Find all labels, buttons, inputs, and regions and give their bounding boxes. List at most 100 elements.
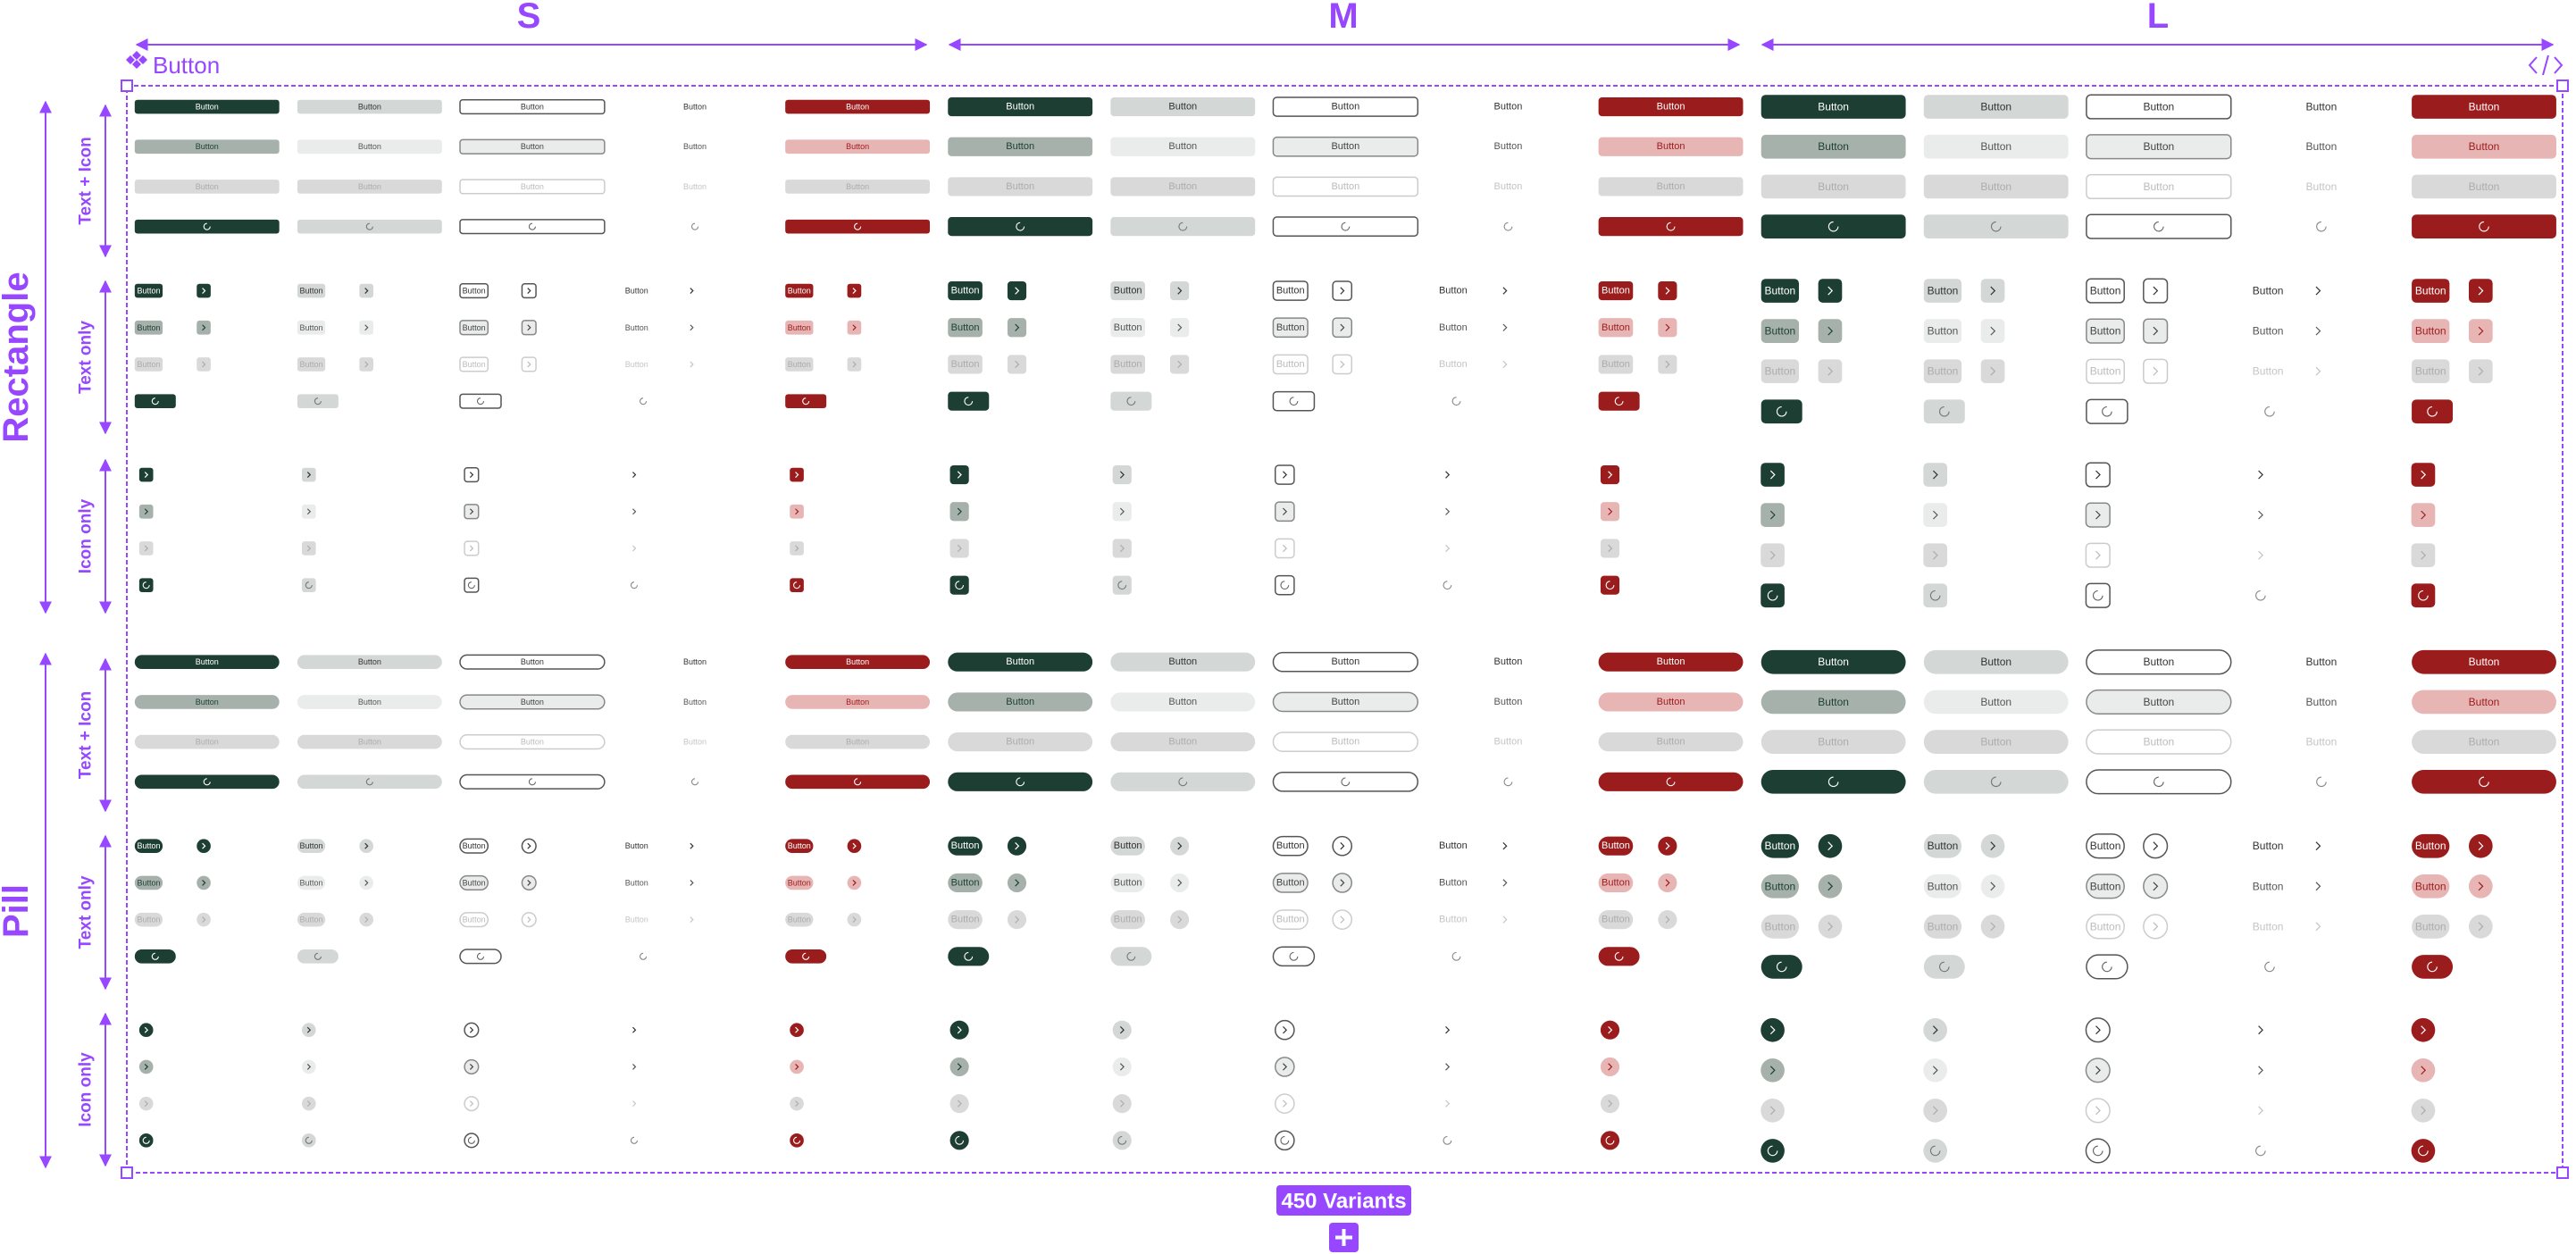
- button-body: [1598, 280, 1634, 301]
- spinner-icon: [142, 1136, 150, 1144]
- spinner-icon: [1126, 951, 1136, 961]
- button: Button: [683, 182, 707, 191]
- button-body: [1761, 279, 1800, 303]
- button-body: [2411, 1139, 2436, 1163]
- button: Button: [625, 915, 648, 924]
- button-label: Button: [625, 841, 648, 850]
- button-body: [459, 773, 606, 790]
- button-body: [1923, 399, 1965, 424]
- button: [2086, 769, 2232, 795]
- chevron-icon: [1119, 1099, 1125, 1108]
- button-label: Button: [1980, 736, 2011, 748]
- button-label: Button: [683, 103, 707, 112]
- button: Button: [134, 839, 163, 854]
- spinner-icon: [2418, 1145, 2429, 1157]
- button: [1761, 1058, 1785, 1083]
- button: Button: [1598, 873, 1634, 893]
- button: [1274, 574, 1295, 596]
- button-label: Button: [2306, 736, 2338, 748]
- chevron-icon: [632, 545, 637, 552]
- spinner-icon: [2093, 1145, 2103, 1157]
- button-body: [134, 875, 163, 890]
- button: [197, 875, 211, 890]
- chevron-icon: [1769, 1106, 1776, 1116]
- button: [138, 578, 154, 592]
- button: Button: [948, 652, 1093, 672]
- button: [790, 541, 804, 556]
- button-body: [1761, 769, 1906, 794]
- button: [464, 1058, 480, 1074]
- button: [1923, 583, 1948, 608]
- button: [632, 508, 637, 515]
- button-body: [138, 1096, 154, 1111]
- button-body: [1818, 359, 1843, 384]
- chevron-icon: [1665, 915, 1670, 924]
- button-label: Button: [1439, 286, 1468, 297]
- button-body: [948, 652, 1093, 672]
- button-body: [1007, 836, 1027, 856]
- button-label: Button: [463, 287, 486, 296]
- chevron-icon: [1340, 879, 1345, 887]
- button-body: [1761, 463, 1785, 487]
- button: Button: [1110, 732, 1256, 752]
- button-body: [134, 283, 163, 298]
- spinner-icon: [793, 1136, 801, 1144]
- button-body: [2085, 502, 2111, 528]
- chevron-icon: [469, 1100, 474, 1108]
- button: [690, 916, 694, 924]
- button: Button: [1272, 136, 1419, 157]
- button-body: [1980, 915, 2005, 939]
- spinner-icon: [802, 397, 810, 405]
- chevron-icon: [1015, 360, 1020, 369]
- button: [1818, 279, 1843, 303]
- button-body: [949, 464, 969, 485]
- button-label: Button: [358, 142, 381, 151]
- button-body: [301, 467, 316, 482]
- button: Button: [785, 357, 814, 372]
- spinner-icon: [476, 952, 485, 960]
- button-body: [1761, 649, 1906, 674]
- chevron-icon: [1608, 1099, 1613, 1108]
- button: [1332, 280, 1353, 301]
- button-body: [1332, 873, 1353, 893]
- button: [1110, 772, 1256, 791]
- button: [1598, 217, 1744, 237]
- button: [1007, 910, 1027, 930]
- button: [521, 282, 537, 299]
- button: [1112, 539, 1132, 558]
- spinner-icon: [314, 952, 322, 960]
- button-body: [785, 875, 814, 890]
- button: [949, 539, 969, 558]
- button-label: Button: [1494, 737, 1523, 748]
- button-label: Button: [1818, 696, 1849, 708]
- button-body: [2086, 874, 2125, 899]
- button: [1658, 355, 1677, 374]
- add-variant-button[interactable]: [1329, 1223, 1359, 1252]
- button: Button: [2412, 95, 2556, 119]
- button: [847, 283, 862, 298]
- spinner-icon: [1614, 951, 1624, 961]
- button-body: [2411, 1017, 2436, 1042]
- button-body: [2085, 1098, 2111, 1124]
- button-label: Button: [463, 915, 486, 924]
- button-label: Button: [521, 657, 544, 666]
- button: Button: [1439, 840, 1468, 851]
- button: [464, 1096, 480, 1112]
- button-label: Button: [1114, 877, 1142, 888]
- chevron-icon: [795, 1064, 799, 1070]
- button: Button: [785, 839, 814, 854]
- chevron-icon: [2478, 366, 2484, 376]
- button-body: [790, 1133, 804, 1148]
- button-body: [138, 541, 154, 556]
- button: [2143, 318, 2169, 344]
- button: Button: [1110, 177, 1256, 196]
- button-label: Button: [846, 103, 869, 112]
- chevron-icon: [2153, 841, 2159, 851]
- button: Button: [1761, 279, 1800, 303]
- spinner-icon: [955, 581, 965, 590]
- button-label: Button: [2415, 880, 2446, 892]
- button-label: Button: [2090, 880, 2121, 892]
- button: [1332, 909, 1353, 930]
- spinner-icon: [1451, 951, 1461, 961]
